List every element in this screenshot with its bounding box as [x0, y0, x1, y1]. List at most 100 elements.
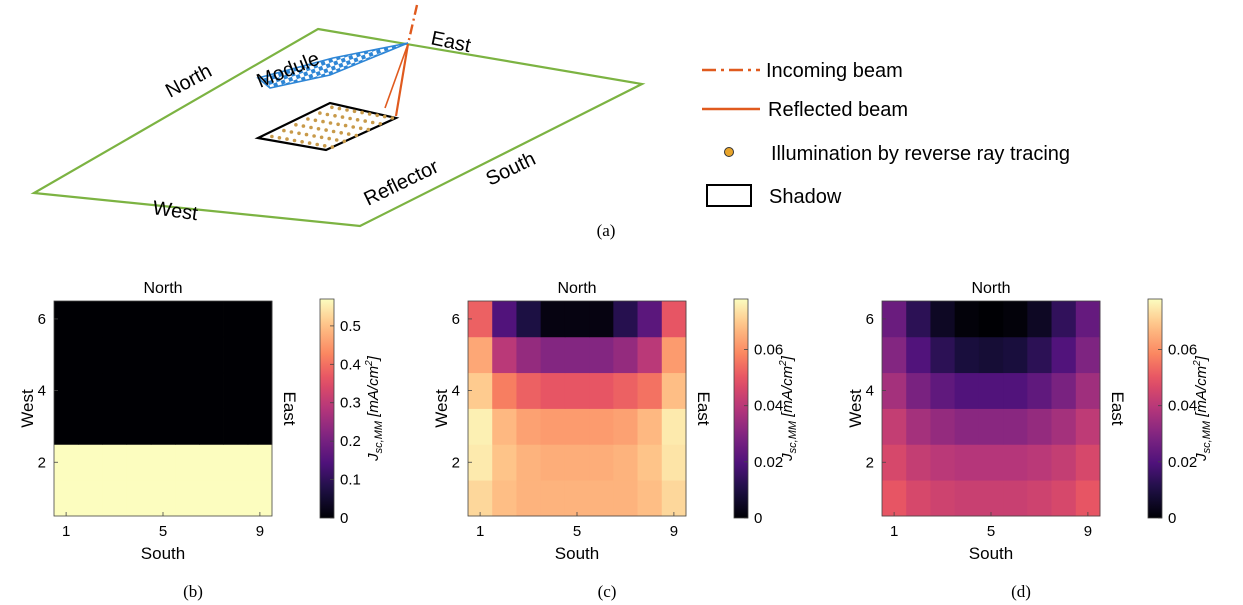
heatmap-cell	[661, 480, 687, 517]
incoming-beam	[406, 4, 419, 45]
heatmap-cell	[564, 336, 590, 374]
illumination-dot	[300, 140, 304, 144]
heatmap-cell	[589, 408, 614, 445]
illumination-dot	[360, 110, 364, 115]
heatmap-cell	[126, 301, 152, 338]
heatmap-cell	[978, 336, 1004, 374]
illumination-dot	[306, 117, 310, 121]
illumination-dot	[345, 108, 349, 112]
heatmap-cell	[930, 408, 956, 445]
heatmap-cell	[150, 301, 176, 338]
heatmap-cell	[126, 444, 152, 481]
x-tick-label: 9	[256, 523, 264, 540]
panel-caption: (b)	[183, 582, 203, 601]
colorbar-tick-label: 0.02	[754, 454, 783, 471]
heatmap-cell	[613, 336, 638, 374]
heatmap-cell	[930, 336, 956, 374]
heatmap-cell	[906, 301, 931, 338]
heatmap-cell	[1051, 480, 1077, 517]
heatmap-cell	[589, 336, 614, 374]
colorbar-label: Jsc,MM [mA/cm2]	[364, 355, 385, 461]
heatmap-cell	[978, 408, 1004, 445]
heatmap-cell	[175, 372, 200, 409]
illumination-dot	[312, 134, 316, 138]
heatmap-cell	[223, 408, 249, 445]
colorbar-tick-label: 0.3	[340, 395, 361, 412]
heatmap-cell	[126, 480, 152, 517]
heatmap-cell	[613, 301, 638, 338]
right-side-label: East	[1108, 391, 1127, 425]
illumination-dot	[343, 123, 348, 128]
heatmap-cell	[882, 336, 907, 374]
heatmap-cell	[661, 444, 687, 481]
heatmap-cell	[930, 444, 956, 481]
heatmap-cell	[954, 480, 980, 517]
illumination-dot	[324, 128, 328, 132]
module-panel	[256, 42, 409, 89]
heatmap-title: North	[971, 280, 1010, 297]
heatmap-cell	[1075, 372, 1101, 409]
heatmap-cell	[54, 480, 79, 517]
y-tick-label: 2	[866, 454, 874, 471]
y-tick-label: 6	[38, 311, 46, 328]
heatmap-cell	[1075, 336, 1101, 374]
heatmap-cell	[492, 480, 517, 517]
illumination-dot	[348, 116, 352, 121]
heatmap-cell	[78, 336, 103, 374]
heatmap-cell	[637, 480, 663, 517]
colorbar	[319, 298, 335, 519]
heatmap-cell	[78, 480, 103, 517]
illumination-dot	[322, 144, 327, 148]
heatmap-cell	[540, 301, 566, 338]
heatmap-cell	[468, 408, 493, 445]
x-axis-label: South	[141, 544, 185, 563]
heatmap-cell	[1027, 480, 1052, 517]
heatmap-cell	[954, 408, 980, 445]
heatmap-cell	[175, 336, 200, 374]
heatmap-cell	[223, 480, 249, 517]
heatmap-cell	[150, 408, 176, 445]
heatmap-cell	[1027, 336, 1052, 374]
label-north: North	[162, 60, 216, 102]
illumination-dot	[304, 132, 309, 137]
heatmap-cell	[589, 372, 614, 409]
heatmap-cell	[1003, 336, 1028, 374]
illumination-dot	[354, 133, 359, 138]
illumination-dot	[334, 138, 339, 142]
heatmap-cell	[78, 301, 103, 338]
label-south: South	[483, 148, 540, 191]
heatmap-cell	[1075, 480, 1101, 517]
heatmap-cell	[882, 408, 907, 445]
colorbar-tick-label: 0	[340, 510, 348, 527]
colorbar-tick-label: 0	[1168, 510, 1176, 527]
heatmap-cell	[468, 444, 493, 481]
colorbar-tick-label: 0.06	[1168, 342, 1197, 359]
heatmap-cell	[102, 372, 128, 409]
colorbar-label: Jsc,MM [mA/cm2]	[778, 355, 799, 461]
heatmap-cell	[1075, 444, 1101, 481]
illumination-dot	[339, 131, 344, 135]
legend-illumination-swatch	[724, 147, 734, 157]
heatmap-cell	[54, 408, 79, 445]
x-tick-label: 5	[573, 523, 581, 540]
heatmap-cell	[1051, 336, 1077, 374]
heatmap-cell	[930, 480, 956, 517]
heatmap-cell	[102, 480, 128, 517]
illumination-dot	[294, 123, 298, 127]
heatmap-cell	[613, 444, 638, 481]
x-tick-label: 9	[1084, 523, 1092, 540]
heatmap-cell	[199, 444, 224, 481]
heatmap-cell	[906, 444, 931, 481]
heatmap-cell	[150, 336, 176, 374]
heatmap-cell	[564, 372, 590, 409]
heatmap-cell	[199, 301, 224, 338]
heatmap-cell	[516, 408, 542, 445]
illumination-dot	[315, 142, 320, 147]
illumination-dot	[378, 122, 383, 126]
reflector-geometry-diagram: North East South West Module Reflector I…	[30, 4, 1070, 240]
illumination-dot	[351, 125, 356, 129]
heatmap-cell	[516, 301, 542, 338]
heatmap-cell	[1003, 372, 1028, 409]
heatmap-cell	[1051, 408, 1077, 445]
illumination-dot	[319, 135, 324, 140]
